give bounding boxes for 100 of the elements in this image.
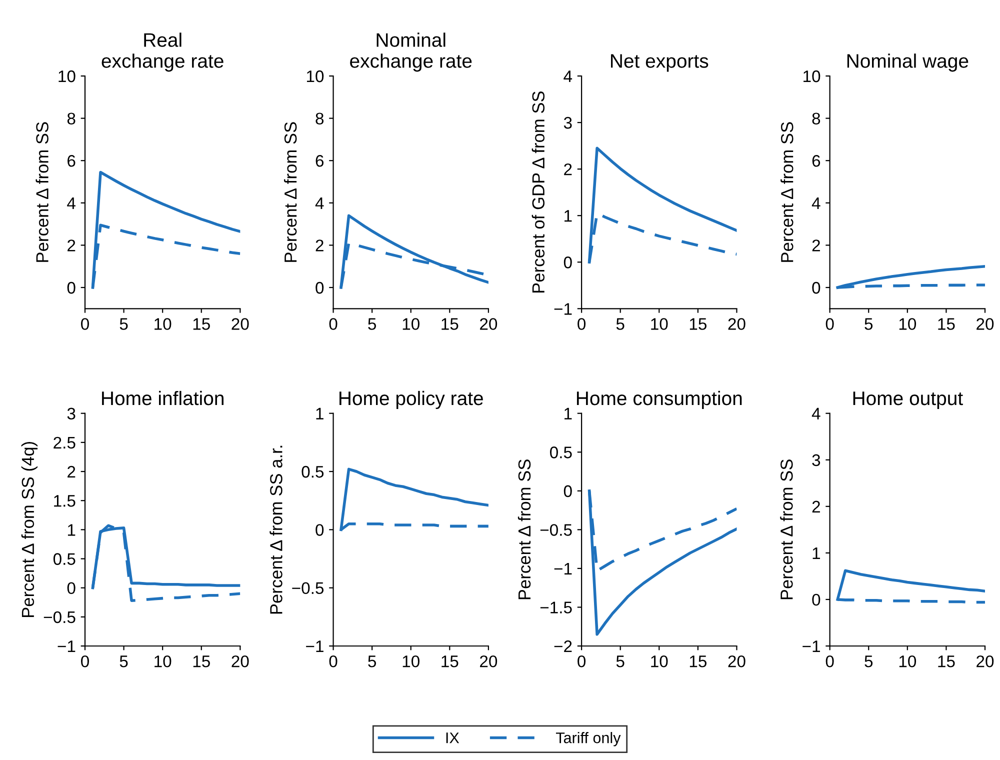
y-tick-label: −1 bbox=[306, 640, 324, 652]
chart-title: Real exchange rate bbox=[102, 32, 224, 72]
y-tick-label: 4 bbox=[315, 197, 324, 209]
x-tick-label: 20 bbox=[976, 318, 994, 330]
y-tick-label: −1 bbox=[58, 640, 76, 652]
y-tick-label: 6 bbox=[316, 155, 324, 167]
x-tick-label: 0 bbox=[826, 655, 834, 668]
x-tick-label: 20 bbox=[728, 318, 746, 330]
x-tick-label: 0 bbox=[81, 655, 89, 668]
y-tick-label: 4 bbox=[812, 408, 820, 420]
chart-title: Home output bbox=[853, 392, 963, 410]
y-tick-label: 0 bbox=[564, 485, 572, 498]
y-tick-label: 2.5 bbox=[54, 436, 76, 449]
y-tick-label: −2 bbox=[554, 640, 572, 652]
x-tick-label: 20 bbox=[232, 318, 249, 330]
y-tick-label: 8 bbox=[812, 112, 820, 125]
x-tick-label: 5 bbox=[120, 656, 128, 668]
y-tick-label: 0 bbox=[316, 524, 324, 536]
x-tick-label: 5 bbox=[120, 318, 128, 330]
x-tick-label: 20 bbox=[480, 318, 498, 330]
x-tick-label: 0 bbox=[329, 655, 338, 668]
legend-label: Tariff only bbox=[556, 732, 621, 746]
y-axis-title: Percent Δ from SS a.r. bbox=[270, 446, 282, 614]
y-tick-label: 0.5 bbox=[550, 446, 572, 458]
y-tick-label: −0.5 bbox=[44, 611, 76, 624]
x-tick-label: 0 bbox=[578, 318, 586, 330]
x-tick-label: 15 bbox=[442, 318, 458, 330]
chart-title: Nominal exchange rate bbox=[350, 32, 472, 72]
x-tick-label: 20 bbox=[976, 655, 994, 668]
y-tick-label: 1 bbox=[68, 524, 76, 536]
x-tick-label: 10 bbox=[154, 655, 172, 668]
chart-title: Home policy rate bbox=[340, 390, 483, 410]
x-tick-label: 15 bbox=[442, 656, 458, 668]
y-axis-title: Percent of GDP Δ from SS bbox=[532, 91, 545, 293]
x-tick-label: 0 bbox=[826, 318, 834, 330]
y-tick-label: 4 bbox=[564, 70, 572, 82]
y-axis-title: Percent Δ from SS (4q) bbox=[21, 442, 38, 618]
y-tick-label: 0 bbox=[67, 582, 76, 594]
y-tick-label: 3 bbox=[812, 454, 820, 466]
y-axis-title: Percent Δ from SS bbox=[36, 122, 48, 262]
x-tick-label: 15 bbox=[938, 318, 955, 330]
y-tick-label: 0.5 bbox=[302, 466, 324, 478]
y-tick-label: −0.5 bbox=[292, 582, 324, 594]
chart-title: Nominal wage bbox=[847, 54, 968, 72]
y-axis-title: Percent Δ from SS bbox=[780, 460, 793, 600]
y-tick-label: 2 bbox=[68, 466, 76, 478]
y-tick-label: −1 bbox=[554, 303, 572, 315]
x-tick-label: 10 bbox=[651, 655, 668, 668]
y-tick-label: 0 bbox=[67, 282, 76, 294]
y-tick-label: −0.5 bbox=[540, 524, 572, 536]
x-tick-label: 20 bbox=[232, 655, 249, 668]
x-tick-label: 15 bbox=[193, 656, 210, 668]
x-tick-label: 0 bbox=[81, 318, 89, 330]
x-tick-label: 15 bbox=[690, 318, 706, 330]
x-tick-label: 15 bbox=[690, 656, 706, 668]
y-tick-label: 4 bbox=[812, 197, 820, 209]
x-tick-label: 5 bbox=[368, 318, 376, 330]
y-tick-label: 0.5 bbox=[53, 553, 76, 565]
x-tick-label: 10 bbox=[154, 318, 172, 330]
y-tick-label: 2 bbox=[812, 240, 820, 252]
x-tick-label: 20 bbox=[728, 655, 746, 668]
x-tick-label: 10 bbox=[899, 318, 916, 330]
y-tick-label: 1.5 bbox=[54, 495, 76, 507]
y-tick-label: 1 bbox=[564, 408, 572, 420]
x-tick-label: 0 bbox=[578, 655, 586, 668]
y-axis-title: Percent Δ from SS bbox=[780, 122, 794, 262]
chart-title: Net exports bbox=[611, 54, 708, 72]
y-tick-label: 10 bbox=[306, 70, 324, 82]
y-tick-label: 10 bbox=[804, 70, 820, 82]
legend-label: IX bbox=[446, 732, 460, 744]
y-tick-label: 2 bbox=[316, 240, 324, 252]
y-tick-label: 0 bbox=[812, 594, 820, 606]
y-tick-label: 2 bbox=[68, 240, 76, 252]
y-axis-title: Percent Δ from SS bbox=[518, 460, 531, 600]
y-tick-label: 8 bbox=[316, 112, 324, 125]
x-tick-label: 5 bbox=[864, 656, 873, 668]
y-tick-label: −1 bbox=[802, 640, 820, 652]
x-tick-label: 5 bbox=[368, 656, 376, 668]
y-tick-label: 0 bbox=[316, 282, 324, 294]
x-tick-label: 10 bbox=[402, 655, 420, 668]
x-tick-label: 10 bbox=[651, 318, 668, 330]
y-tick-label: 4 bbox=[67, 197, 76, 209]
chart-title: Home consumption bbox=[576, 390, 742, 410]
x-tick-label: 20 bbox=[480, 655, 498, 668]
y-tick-label: 2 bbox=[812, 500, 820, 512]
y-tick-label: 3 bbox=[67, 408, 76, 420]
x-tick-label: 0 bbox=[329, 318, 338, 330]
y-tick-label: 3 bbox=[564, 116, 572, 129]
x-tick-label: 5 bbox=[616, 318, 624, 330]
y-axis-title: Percent Δ from SS bbox=[284, 122, 297, 262]
y-tick-label: −1 bbox=[554, 563, 572, 574]
y-tick-label: 10 bbox=[58, 70, 76, 82]
chart-title: Home inflation bbox=[102, 390, 224, 406]
x-tick-label: 5 bbox=[616, 656, 624, 668]
x-tick-label: 10 bbox=[899, 655, 916, 668]
y-tick-label: 8 bbox=[67, 112, 76, 125]
y-tick-label: 0 bbox=[564, 256, 572, 268]
x-tick-label: 10 bbox=[402, 318, 420, 330]
x-tick-label: 15 bbox=[938, 656, 955, 668]
y-tick-label: 1 bbox=[564, 210, 572, 222]
